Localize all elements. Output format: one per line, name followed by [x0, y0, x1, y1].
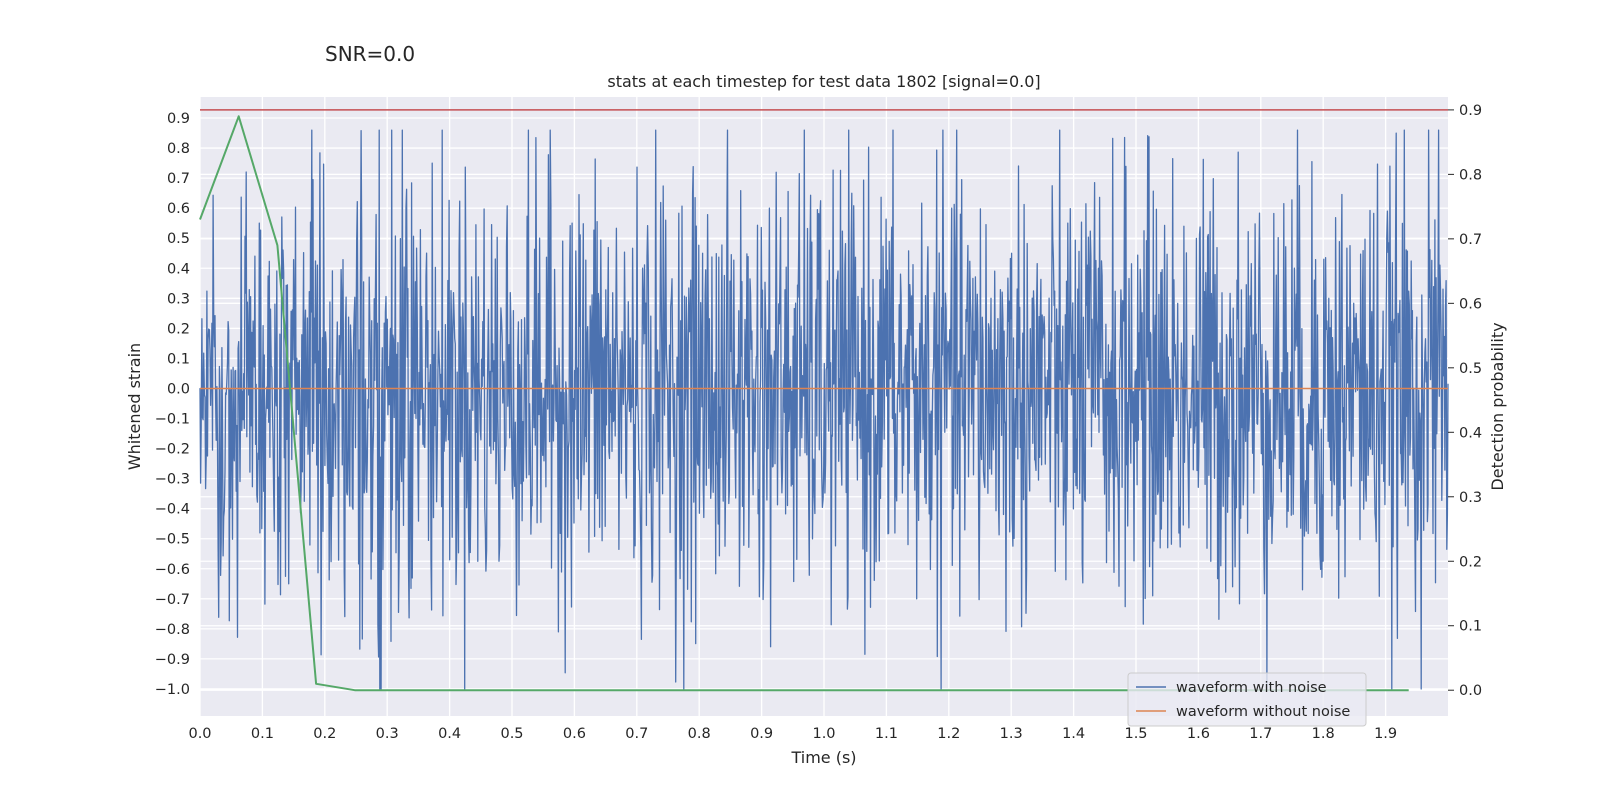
y-left-tick-label: −0.8 — [155, 622, 190, 638]
y-left-tick-label: 0.7 — [167, 171, 190, 187]
x-tick-label: 0.1 — [251, 726, 274, 742]
y-left-tick-label: −0.9 — [155, 652, 190, 668]
x-tick-label: 1.7 — [1249, 726, 1272, 742]
y-left-tick-label: −0.7 — [155, 592, 190, 608]
y-right-tick-label: 0.8 — [1459, 167, 1482, 183]
legend-label-waveform-with-noise: waveform with noise — [1176, 680, 1327, 696]
y-left-tick-label: −0.2 — [155, 442, 190, 458]
y-left-tick-label: −0.3 — [155, 472, 190, 488]
x-tick-label: 0.0 — [188, 726, 211, 742]
x-tick-label: 1.4 — [1062, 726, 1085, 742]
x-tick-label: 0.8 — [688, 726, 711, 742]
x-tick-label: 0.3 — [376, 726, 399, 742]
y-left-tick-label: 0.9 — [167, 111, 190, 127]
y-left-tick-label: −0.5 — [155, 532, 190, 548]
x-tick-label: 1.2 — [937, 726, 960, 742]
x-tick-label: 0.9 — [750, 726, 773, 742]
y-left-tick-labels: 0.9 0.8 0.7 0.6 0.5 0.4 0.3 0.2 0.1 0.0 −0.1 −0.2 −0… — [155, 111, 190, 698]
y-axis-label-right: Detection probability — [1488, 322, 1507, 490]
x-tick-label: 0.7 — [625, 726, 648, 742]
x-tick-label: 1.3 — [1000, 726, 1023, 742]
y-left-tick-label: 0.1 — [167, 351, 190, 367]
y-left-tick-label: 0.6 — [167, 201, 190, 217]
x-tick-label: 0.2 — [313, 726, 336, 742]
y-right-tick-label: 0.9 — [1459, 103, 1482, 119]
x-tick-label: 0.6 — [563, 726, 586, 742]
suptitle: SNR=0.0 — [325, 42, 415, 66]
y-right-tick-label: 0.0 — [1459, 683, 1482, 699]
x-tick-label: 0.5 — [500, 726, 523, 742]
y-left-tick-label: 0.3 — [167, 291, 190, 307]
x-tick-label: 1.0 — [812, 726, 835, 742]
y-right-tick-label: 0.2 — [1459, 554, 1482, 570]
x-tick-label: 1.5 — [1124, 726, 1147, 742]
y-right-tick-labels: 0.9 0.8 0.7 0.6 0.5 0.4 0.3 0.2 0.1 0.0 — [1448, 103, 1482, 699]
legend-label-waveform-without-noise: waveform without noise — [1176, 704, 1350, 720]
y-left-tick-label: 0.2 — [167, 321, 190, 337]
y-left-tick-label: 0.8 — [167, 141, 190, 157]
x-tick-label: 0.4 — [438, 726, 461, 742]
chart-title: stats at each timestep for test data 180… — [607, 72, 1040, 91]
y-left-tick-label: −1.0 — [155, 682, 190, 698]
y-left-tick-label: 0.5 — [167, 231, 190, 247]
x-tick-label: 1.8 — [1312, 726, 1335, 742]
y-right-tick-label: 0.4 — [1459, 425, 1482, 441]
y-right-tick-label: 0.3 — [1459, 490, 1482, 506]
y-left-tick-label: 0.0 — [167, 381, 190, 397]
y-right-tick-label: 0.7 — [1459, 232, 1482, 248]
legend: waveform with noise waveform without noi… — [1127, 672, 1367, 727]
x-tick-label: 1.6 — [1187, 726, 1210, 742]
y-right-tick-label: 0.6 — [1459, 296, 1482, 312]
y-right-tick-label: 0.5 — [1459, 361, 1482, 377]
y-left-tick-label: −0.4 — [155, 502, 190, 518]
x-axis-label: Time (s) — [790, 748, 856, 767]
x-tick-label: 1.1 — [875, 726, 898, 742]
y-left-tick-label: −0.1 — [155, 412, 190, 428]
series-waveform-with-noise — [199, 129, 1449, 690]
x-tick-labels: 0.0 0.1 0.2 0.3 0.4 0.5 0.6 0.7 0.8 0.9 1.0 1.1 1.2 1… — [188, 726, 1397, 742]
y-right-tick-label: 0.1 — [1459, 619, 1482, 635]
y-left-tick-label: 0.4 — [167, 261, 190, 277]
y-left-tick-label: −0.6 — [155, 562, 190, 578]
x-tick-label: 1.9 — [1374, 726, 1397, 742]
y-axis-label-left: Whitened strain — [125, 343, 144, 470]
legend-box — [1127, 672, 1367, 727]
